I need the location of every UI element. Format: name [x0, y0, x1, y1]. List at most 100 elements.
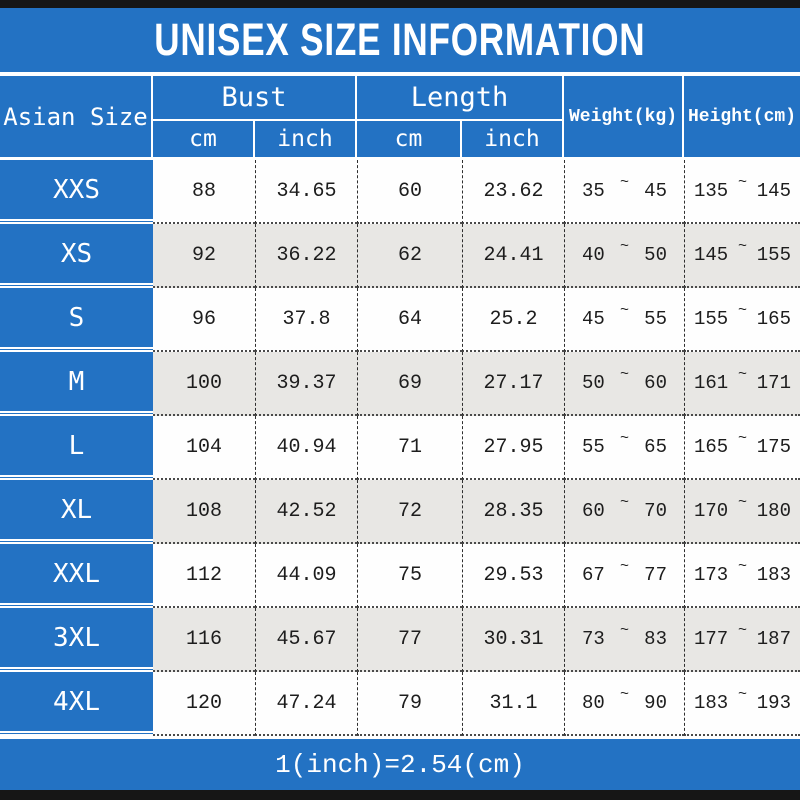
bust-cm-value: 92 — [153, 224, 255, 288]
weight-range: 50 ~60 — [564, 352, 684, 416]
bust-inch-header: inch — [255, 121, 357, 157]
asian-size-header: Asian Size — [0, 76, 153, 157]
weight-range: 55 ~65 — [564, 416, 684, 480]
length-cm-value: 75 — [357, 544, 462, 608]
weight-min: 45 — [582, 308, 605, 330]
size-label: XXS — [0, 160, 153, 224]
weight-max: 60 — [644, 372, 667, 394]
height-max: 175 — [756, 436, 791, 458]
table-row: 3XL 116 45.67 77 30.31 73 ~83 177 ~187 — [0, 608, 800, 672]
weight-min: 60 — [582, 500, 605, 522]
weight-min: 40 — [582, 244, 605, 266]
bust-cm-value: 100 — [153, 352, 255, 416]
table-row: XXS 88 34.65 60 23.62 35 ~45 135 ~145 — [0, 160, 800, 224]
bottom-black-bar — [0, 790, 800, 800]
bust-inch-value: 44.09 — [255, 544, 357, 608]
weight-min: 55 — [582, 436, 605, 458]
length-cm-value: 60 — [357, 160, 462, 224]
height-max: 165 — [756, 308, 791, 330]
length-inch-value: 29.53 — [462, 544, 564, 608]
length-inch-value: 28.35 — [462, 480, 564, 544]
length-inch-value: 24.41 — [462, 224, 564, 288]
bust-cm-value: 116 — [153, 608, 255, 672]
bust-cm-header: cm — [153, 121, 255, 157]
length-cm-header: cm — [357, 121, 462, 157]
table-row: XS 92 36.22 62 24.41 40 ~50 145 ~155 — [0, 224, 800, 288]
weight-range: 40 ~50 — [564, 224, 684, 288]
height-min: 135 — [694, 180, 729, 202]
bust-cm-value: 96 — [153, 288, 255, 352]
height-header: Height(cm) — [687, 106, 797, 127]
weight-max: 45 — [644, 180, 667, 202]
tilde-separator: ~ — [619, 173, 629, 191]
height-range: 183 ~193 — [684, 672, 800, 736]
length-inch-value: 27.95 — [462, 416, 564, 480]
weight-range: 35 ~45 — [564, 160, 684, 224]
length-cm-value: 72 — [357, 480, 462, 544]
title-band: UNISEX SIZE INFORMATION — [0, 8, 800, 76]
table-row: S 96 37.8 64 25.2 45 ~55 155 ~165 — [0, 288, 800, 352]
height-max: 193 — [756, 692, 791, 714]
bust-cm-value: 104 — [153, 416, 255, 480]
height-min: 183 — [694, 692, 729, 714]
weight-range: 80 ~90 — [564, 672, 684, 736]
weight-min: 80 — [582, 692, 605, 714]
tilde-separator: ~ — [619, 621, 629, 639]
tilde-separator: ~ — [619, 685, 629, 703]
weight-range: 73 ~83 — [564, 608, 684, 672]
height-range: 173 ~183 — [684, 544, 800, 608]
tilde-separator: ~ — [737, 429, 747, 447]
tilde-separator: ~ — [737, 621, 747, 639]
weight-min: 73 — [582, 628, 605, 650]
size-label: S — [0, 288, 153, 352]
tilde-separator: ~ — [737, 493, 747, 511]
height-max: 187 — [756, 628, 791, 650]
weight-range: 67 ~77 — [564, 544, 684, 608]
bust-cm-value: 120 — [153, 672, 255, 736]
bust-cm-value: 108 — [153, 480, 255, 544]
bust-inch-value: 45.67 — [255, 608, 357, 672]
length-group-header: Length — [357, 76, 564, 121]
height-range: 161 ~171 — [684, 352, 800, 416]
table-row: 4XL 120 47.24 79 31.1 80 ~90 183 ~193 — [0, 672, 800, 736]
tilde-separator: ~ — [619, 429, 629, 447]
bust-inch-value: 40.94 — [255, 416, 357, 480]
height-min: 173 — [694, 564, 729, 586]
length-inch-value: 31.1 — [462, 672, 564, 736]
size-label: L — [0, 416, 153, 480]
bust-inch-value: 47.24 — [255, 672, 357, 736]
size-label: XS — [0, 224, 153, 288]
weight-max: 70 — [644, 500, 667, 522]
weight-min: 35 — [582, 180, 605, 202]
length-inch-value: 23.62 — [462, 160, 564, 224]
height-min: 170 — [694, 500, 729, 522]
size-label: M — [0, 352, 153, 416]
weight-max: 50 — [644, 244, 667, 266]
weight-min: 50 — [582, 372, 605, 394]
tilde-separator: ~ — [737, 365, 747, 383]
top-black-bar — [0, 0, 800, 8]
height-min: 161 — [694, 372, 729, 394]
length-inch-header: inch — [462, 121, 564, 157]
size-label: 4XL — [0, 672, 153, 736]
bust-inch-value: 36.22 — [255, 224, 357, 288]
table-row: M 100 39.37 69 27.17 50 ~60 161 ~171 — [0, 352, 800, 416]
height-min: 155 — [694, 308, 729, 330]
height-min: 165 — [694, 436, 729, 458]
weight-range: 45 ~55 — [564, 288, 684, 352]
tilde-separator: ~ — [619, 301, 629, 319]
length-cm-value: 79 — [357, 672, 462, 736]
tilde-separator: ~ — [737, 301, 747, 319]
tilde-separator: ~ — [737, 685, 747, 703]
size-label: 3XL — [0, 608, 153, 672]
footer-band: 1(inch)=2.54(cm) — [0, 736, 800, 790]
size-label: XL — [0, 480, 153, 544]
height-range: 165 ~175 — [684, 416, 800, 480]
table-row: XL 108 42.52 72 28.35 60 ~70 170 ~180 — [0, 480, 800, 544]
height-max: 180 — [756, 500, 791, 522]
height-max: 183 — [756, 564, 791, 586]
table-header: Asian Size Bust Length cm inch cm inch W… — [0, 76, 800, 160]
length-cm-value: 71 — [357, 416, 462, 480]
tilde-separator: ~ — [619, 557, 629, 575]
conversion-note: 1(inch)=2.54(cm) — [275, 749, 525, 780]
